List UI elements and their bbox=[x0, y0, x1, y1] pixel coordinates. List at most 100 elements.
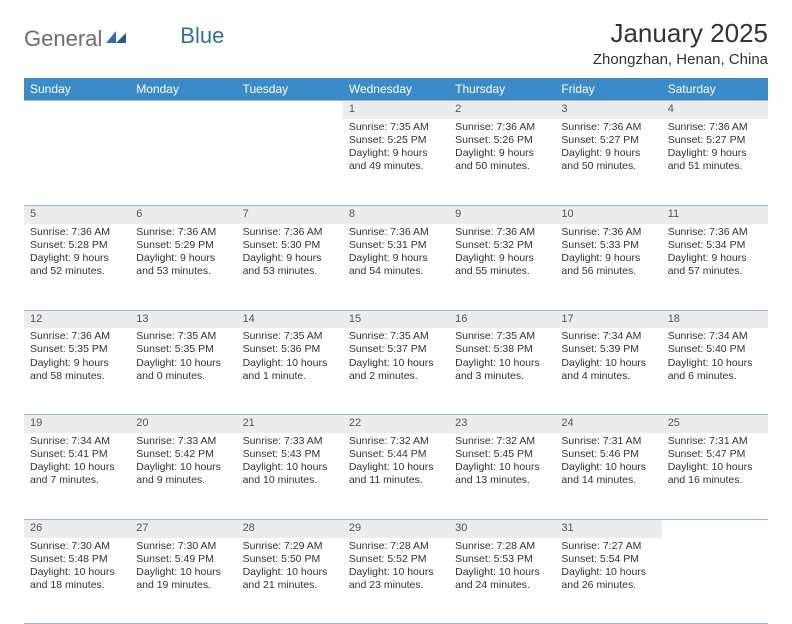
day-number: 14 bbox=[237, 310, 343, 329]
brand-logo: General Blue bbox=[24, 18, 224, 52]
daylight-line: Daylight: 9 hours and 51 minutes. bbox=[668, 147, 762, 173]
sunrise-line: Sunrise: 7:27 AM bbox=[561, 540, 655, 553]
sunrise-line: Sunrise: 7:36 AM bbox=[455, 121, 549, 134]
day-cell: Sunrise: 7:30 AMSunset: 5:49 PMDaylight:… bbox=[130, 538, 236, 624]
day-number: 16 bbox=[449, 310, 555, 329]
daylight-line: Daylight: 10 hours and 6 minutes. bbox=[668, 357, 762, 383]
day-number: 7 bbox=[237, 205, 343, 224]
sunrise-line: Sunrise: 7:36 AM bbox=[30, 226, 124, 239]
day-cell: Sunrise: 7:32 AMSunset: 5:45 PMDaylight:… bbox=[449, 433, 555, 519]
day-cell: Sunrise: 7:34 AMSunset: 5:40 PMDaylight:… bbox=[662, 328, 768, 414]
day-number: 13 bbox=[130, 310, 236, 329]
day-cell: Sunrise: 7:33 AMSunset: 5:42 PMDaylight:… bbox=[130, 433, 236, 519]
sunset-line: Sunset: 5:25 PM bbox=[349, 134, 443, 147]
location-label: Zhongzhan, Henan, China bbox=[593, 51, 768, 68]
sunrise-line: Sunrise: 7:28 AM bbox=[349, 540, 443, 553]
sunset-line: Sunset: 5:52 PM bbox=[349, 553, 443, 566]
sunset-line: Sunset: 5:35 PM bbox=[136, 343, 230, 356]
daylight-line: Daylight: 9 hours and 53 minutes. bbox=[243, 252, 337, 278]
sunrise-line: Sunrise: 7:35 AM bbox=[349, 121, 443, 134]
day-number bbox=[237, 100, 343, 119]
daylight-line: Daylight: 10 hours and 7 minutes. bbox=[30, 461, 124, 487]
sunset-line: Sunset: 5:36 PM bbox=[243, 343, 337, 356]
day-number bbox=[130, 100, 236, 119]
sunset-line: Sunset: 5:42 PM bbox=[136, 448, 230, 461]
sunrise-line: Sunrise: 7:36 AM bbox=[668, 121, 762, 134]
weekday-header: Wednesday bbox=[343, 78, 449, 100]
daylight-line: Daylight: 10 hours and 18 minutes. bbox=[30, 566, 124, 592]
weekday-header: Friday bbox=[555, 78, 661, 100]
sunrise-line: Sunrise: 7:30 AM bbox=[136, 540, 230, 553]
daylight-line: Daylight: 9 hours and 55 minutes. bbox=[455, 252, 549, 278]
daylight-line: Daylight: 10 hours and 16 minutes. bbox=[668, 461, 762, 487]
day-number: 23 bbox=[449, 414, 555, 433]
daylight-line: Daylight: 10 hours and 19 minutes. bbox=[136, 566, 230, 592]
sunrise-line: Sunrise: 7:36 AM bbox=[561, 121, 655, 134]
sunset-line: Sunset: 5:43 PM bbox=[243, 448, 337, 461]
daylight-line: Daylight: 10 hours and 10 minutes. bbox=[243, 461, 337, 487]
day-number bbox=[24, 100, 130, 119]
daylight-line: Daylight: 10 hours and 1 minute. bbox=[243, 357, 337, 383]
sunset-line: Sunset: 5:54 PM bbox=[561, 553, 655, 566]
sunset-line: Sunset: 5:40 PM bbox=[668, 343, 762, 356]
day-cell: Sunrise: 7:36 AMSunset: 5:27 PMDaylight:… bbox=[662, 119, 768, 205]
daylight-line: Daylight: 10 hours and 3 minutes. bbox=[455, 357, 549, 383]
sunrise-line: Sunrise: 7:35 AM bbox=[349, 330, 443, 343]
sunset-line: Sunset: 5:34 PM bbox=[668, 239, 762, 252]
day-cell: Sunrise: 7:29 AMSunset: 5:50 PMDaylight:… bbox=[237, 538, 343, 624]
day-cell: Sunrise: 7:30 AMSunset: 5:48 PMDaylight:… bbox=[24, 538, 130, 624]
sunset-line: Sunset: 5:29 PM bbox=[136, 239, 230, 252]
sunrise-line: Sunrise: 7:33 AM bbox=[243, 435, 337, 448]
sunset-line: Sunset: 5:31 PM bbox=[349, 239, 443, 252]
daylight-line: Daylight: 10 hours and 4 minutes. bbox=[561, 357, 655, 383]
day-cell: Sunrise: 7:35 AMSunset: 5:25 PMDaylight:… bbox=[343, 119, 449, 205]
day-number bbox=[662, 519, 768, 538]
day-cell bbox=[130, 119, 236, 205]
sunrise-line: Sunrise: 7:35 AM bbox=[136, 330, 230, 343]
day-cell: Sunrise: 7:36 AMSunset: 5:27 PMDaylight:… bbox=[555, 119, 661, 205]
day-number: 3 bbox=[555, 100, 661, 119]
sunset-line: Sunset: 5:47 PM bbox=[668, 448, 762, 461]
weekday-header: Monday bbox=[130, 78, 236, 100]
day-cell: Sunrise: 7:36 AMSunset: 5:32 PMDaylight:… bbox=[449, 224, 555, 310]
day-number: 18 bbox=[662, 310, 768, 329]
sunrise-line: Sunrise: 7:35 AM bbox=[455, 330, 549, 343]
brand-mark-icon bbox=[106, 29, 128, 50]
sunrise-line: Sunrise: 7:33 AM bbox=[136, 435, 230, 448]
day-number: 15 bbox=[343, 310, 449, 329]
day-number: 28 bbox=[237, 519, 343, 538]
sunrise-line: Sunrise: 7:36 AM bbox=[136, 226, 230, 239]
calendar-body: 1234Sunrise: 7:35 AMSunset: 5:25 PMDayli… bbox=[24, 100, 768, 624]
sunset-line: Sunset: 5:30 PM bbox=[243, 239, 337, 252]
daylight-line: Daylight: 9 hours and 52 minutes. bbox=[30, 252, 124, 278]
sunrise-line: Sunrise: 7:34 AM bbox=[30, 435, 124, 448]
daylight-line: Daylight: 10 hours and 21 minutes. bbox=[243, 566, 337, 592]
daylight-line: Daylight: 9 hours and 53 minutes. bbox=[136, 252, 230, 278]
day-cell: Sunrise: 7:32 AMSunset: 5:44 PMDaylight:… bbox=[343, 433, 449, 519]
sunrise-line: Sunrise: 7:36 AM bbox=[349, 226, 443, 239]
brand-part1: General bbox=[24, 26, 102, 52]
sunset-line: Sunset: 5:27 PM bbox=[668, 134, 762, 147]
sunrise-line: Sunrise: 7:32 AM bbox=[349, 435, 443, 448]
sunrise-line: Sunrise: 7:29 AM bbox=[243, 540, 337, 553]
day-cell: Sunrise: 7:35 AMSunset: 5:38 PMDaylight:… bbox=[449, 328, 555, 414]
sunset-line: Sunset: 5:33 PM bbox=[561, 239, 655, 252]
weekday-header: Thursday bbox=[449, 78, 555, 100]
day-cell: Sunrise: 7:36 AMSunset: 5:28 PMDaylight:… bbox=[24, 224, 130, 310]
title-block: January 2025 Zhongzhan, Henan, China bbox=[593, 18, 768, 68]
day-number: 8 bbox=[343, 205, 449, 224]
day-number: 21 bbox=[237, 414, 343, 433]
day-number: 6 bbox=[130, 205, 236, 224]
sunrise-line: Sunrise: 7:34 AM bbox=[668, 330, 762, 343]
sunrise-line: Sunrise: 7:31 AM bbox=[561, 435, 655, 448]
daylight-line: Daylight: 10 hours and 9 minutes. bbox=[136, 461, 230, 487]
sunset-line: Sunset: 5:50 PM bbox=[243, 553, 337, 566]
day-number: 19 bbox=[24, 414, 130, 433]
sunrise-line: Sunrise: 7:30 AM bbox=[30, 540, 124, 553]
day-cell: Sunrise: 7:34 AMSunset: 5:39 PMDaylight:… bbox=[555, 328, 661, 414]
sunset-line: Sunset: 5:41 PM bbox=[30, 448, 124, 461]
day-number: 4 bbox=[662, 100, 768, 119]
day-cell: Sunrise: 7:33 AMSunset: 5:43 PMDaylight:… bbox=[237, 433, 343, 519]
header: General Blue January 2025 Zhongzhan, Hen… bbox=[24, 18, 768, 68]
calendar-table: SundayMondayTuesdayWednesdayThursdayFrid… bbox=[24, 78, 768, 624]
